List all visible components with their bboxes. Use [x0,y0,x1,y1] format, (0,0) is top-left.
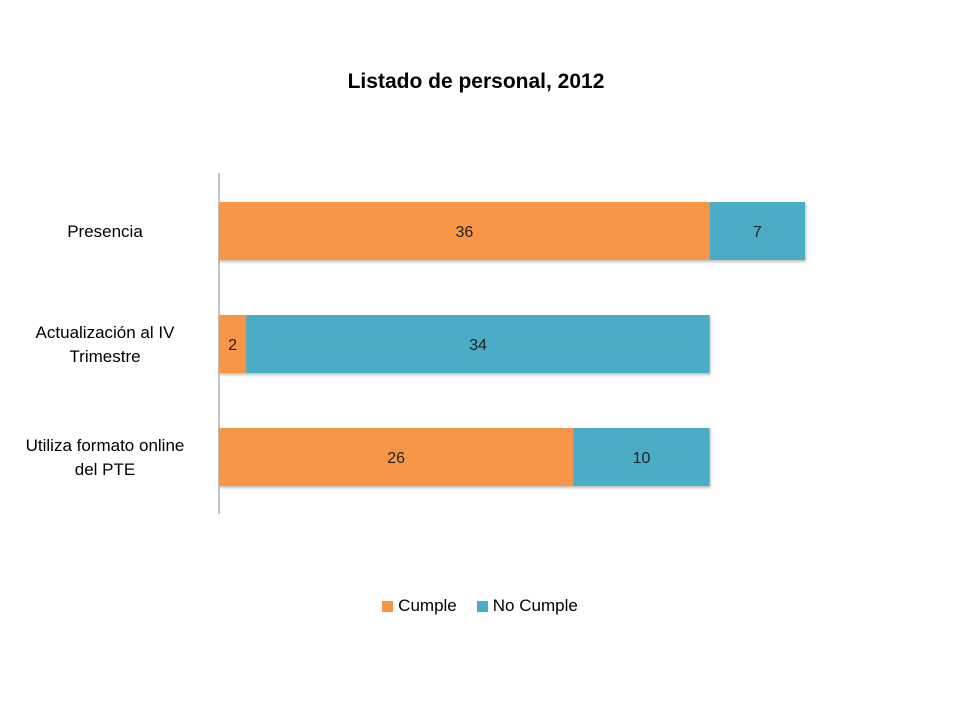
bar-cumple-1 [219,202,710,260]
legend-item-no-cumple: No Cumple [476,596,578,616]
category-label: Utiliza formato online del PTE [26,436,185,479]
data-label: 26 [387,450,405,467]
legend-label: Cumple [398,596,457,615]
chart-title: Listado de personal, 2012 [347,70,605,93]
data-label: 2 [228,337,237,354]
data-label: 36 [455,224,473,241]
bar-no-cumple-3 [573,428,710,486]
bar-cumple-3 [219,428,574,486]
data-label: 7 [753,224,762,241]
bar-no-cumple-1 [709,202,806,260]
legend-swatch [476,600,488,612]
chart-legend: Cumple No Cumple [0,596,960,616]
category-label: Presencia [67,222,143,241]
data-label: 10 [633,450,651,467]
bar-no-cumple-2 [246,315,710,373]
data-label: 34 [469,337,487,354]
bar-cumple-2 [219,315,247,373]
category-label: Actualización al IV Trimestre [36,323,176,366]
legend-swatch [382,600,394,612]
legend-item-cumple: Cumple [382,596,457,616]
legend-label: No Cumple [492,596,578,615]
